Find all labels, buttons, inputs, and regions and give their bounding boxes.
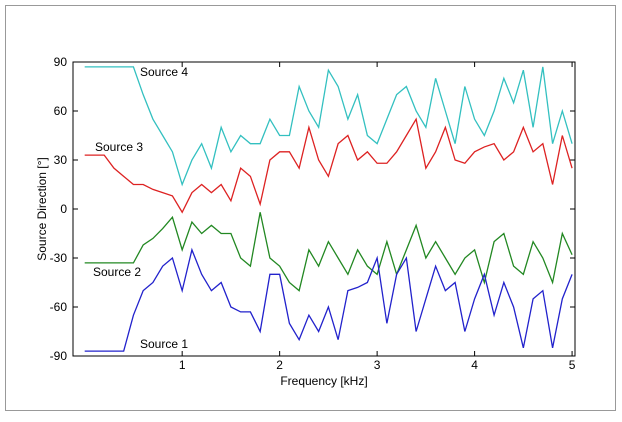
- plot-area: [73, 62, 575, 356]
- series-label: Source 2: [93, 265, 141, 279]
- y-tick-label: 0: [60, 202, 67, 216]
- series-line: [84, 212, 573, 292]
- axes-box: [72, 61, 576, 357]
- x-tick-label: 5: [569, 358, 576, 372]
- y-tick-label: 90: [54, 55, 68, 69]
- series-line: [84, 247, 573, 352]
- y-tick-label: -90: [50, 349, 68, 363]
- y-tick-label: -60: [50, 300, 68, 314]
- x-tick-label: 2: [276, 358, 283, 372]
- series-label: Source 3: [95, 140, 143, 154]
- x-tick-label: 3: [374, 358, 381, 372]
- y-axis-label: Source Direction [°]: [35, 157, 49, 261]
- x-tick-label: 4: [471, 358, 478, 372]
- series-label: Source 1: [140, 337, 188, 351]
- series-line: [84, 117, 573, 214]
- x-axis-label: Frequency [kHz]: [280, 374, 367, 388]
- y-tick-label: -30: [50, 251, 68, 265]
- y-tick-label: 60: [54, 104, 68, 118]
- x-tick-label: 1: [179, 358, 186, 372]
- y-tick-label: 30: [54, 153, 68, 167]
- series-label: Source 4: [140, 65, 188, 79]
- series-line: [84, 66, 573, 187]
